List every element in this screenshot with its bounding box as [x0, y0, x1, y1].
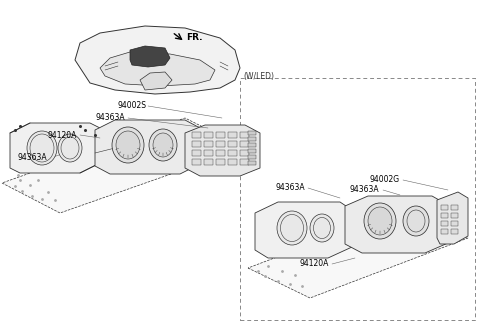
- Bar: [192, 132, 201, 138]
- Bar: [451, 229, 458, 234]
- Bar: [216, 132, 225, 138]
- Polygon shape: [10, 123, 100, 173]
- Text: 94002G: 94002G: [370, 175, 400, 184]
- Bar: [240, 132, 249, 138]
- Polygon shape: [345, 196, 448, 253]
- Bar: [451, 221, 458, 226]
- Bar: [216, 141, 225, 147]
- Polygon shape: [140, 72, 172, 90]
- Bar: [240, 150, 249, 156]
- Bar: [248, 155, 256, 159]
- Text: 94120A: 94120A: [300, 259, 329, 269]
- Text: 94363A: 94363A: [95, 113, 125, 122]
- Bar: [192, 141, 201, 147]
- Text: (W/LED): (W/LED): [243, 72, 274, 80]
- Ellipse shape: [364, 203, 396, 239]
- Polygon shape: [2, 118, 245, 213]
- Bar: [240, 141, 249, 147]
- Polygon shape: [255, 202, 352, 258]
- Bar: [441, 205, 448, 210]
- Bar: [248, 131, 256, 135]
- Polygon shape: [248, 208, 468, 298]
- Bar: [204, 150, 213, 156]
- Bar: [240, 78, 475, 320]
- Bar: [228, 132, 237, 138]
- Bar: [248, 161, 256, 165]
- Bar: [228, 159, 237, 165]
- Polygon shape: [130, 46, 170, 67]
- Bar: [248, 143, 256, 147]
- Bar: [248, 149, 256, 153]
- Bar: [192, 159, 201, 165]
- Bar: [441, 213, 448, 218]
- Bar: [441, 229, 448, 234]
- Ellipse shape: [153, 133, 173, 157]
- Polygon shape: [437, 192, 468, 244]
- Bar: [441, 221, 448, 226]
- Text: 94363A: 94363A: [18, 154, 48, 162]
- Bar: [204, 159, 213, 165]
- Polygon shape: [185, 125, 260, 176]
- Polygon shape: [95, 120, 200, 174]
- Bar: [216, 150, 225, 156]
- Ellipse shape: [310, 214, 334, 242]
- Text: FR.: FR.: [186, 33, 203, 43]
- Bar: [248, 137, 256, 141]
- Polygon shape: [75, 26, 240, 94]
- Text: 94120A: 94120A: [48, 131, 77, 139]
- Bar: [451, 205, 458, 210]
- Text: 94363A: 94363A: [350, 186, 380, 195]
- Bar: [228, 150, 237, 156]
- Text: 94002S: 94002S: [118, 101, 147, 111]
- Ellipse shape: [27, 131, 57, 165]
- Bar: [228, 141, 237, 147]
- Ellipse shape: [116, 131, 140, 159]
- Bar: [204, 141, 213, 147]
- Bar: [216, 159, 225, 165]
- Text: 94363A: 94363A: [275, 183, 305, 193]
- Bar: [204, 132, 213, 138]
- Bar: [240, 159, 249, 165]
- Ellipse shape: [58, 134, 82, 162]
- Ellipse shape: [112, 127, 144, 163]
- Ellipse shape: [277, 211, 307, 245]
- Ellipse shape: [149, 129, 177, 161]
- Ellipse shape: [368, 207, 392, 235]
- Polygon shape: [100, 52, 215, 86]
- Bar: [192, 150, 201, 156]
- Ellipse shape: [403, 206, 429, 236]
- Bar: [451, 213, 458, 218]
